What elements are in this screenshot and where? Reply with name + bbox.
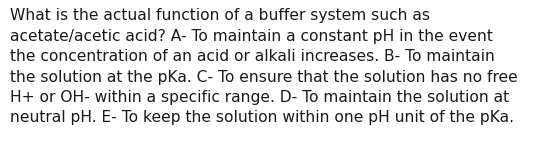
Text: What is the actual function of a buffer system such as
acetate/acetic acid? A- T: What is the actual function of a buffer …	[10, 8, 518, 125]
